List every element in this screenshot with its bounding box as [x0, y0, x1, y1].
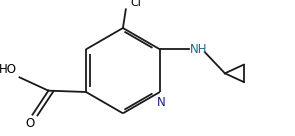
Text: O: O — [25, 117, 34, 130]
Text: N: N — [157, 96, 166, 109]
Text: NH: NH — [190, 43, 208, 56]
Text: Cl: Cl — [130, 0, 141, 8]
Text: HO: HO — [0, 63, 17, 76]
